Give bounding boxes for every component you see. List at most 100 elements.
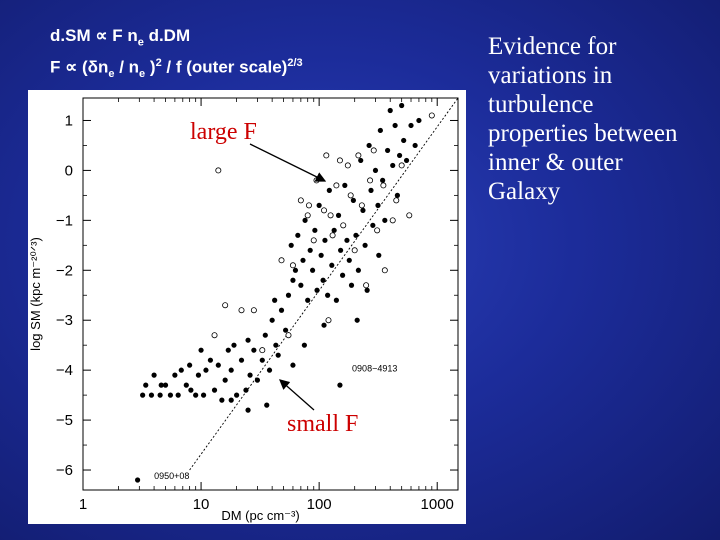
data-point-filled [318, 252, 324, 258]
data-point-filled [312, 227, 318, 233]
data-point-filled [264, 402, 270, 408]
data-point-filled [412, 142, 418, 149]
data-point-open [351, 247, 358, 254]
data-point-open [398, 162, 405, 169]
large-f-arrow [249, 143, 327, 182]
data-point-filled [254, 377, 261, 383]
data-point-filled [362, 242, 368, 248]
data-point-open [215, 167, 222, 174]
data-point-filled [342, 182, 348, 188]
data-point-filled [399, 102, 405, 109]
data-point-filled [376, 252, 382, 258]
data-point-filled [337, 382, 343, 388]
data-point-filled [370, 222, 376, 228]
data-point-open [313, 177, 320, 184]
data-point-filled [331, 227, 337, 233]
data-point-filled [339, 272, 346, 278]
data-point-filled [355, 267, 361, 273]
data-point-open [250, 307, 257, 314]
data-point-filled [245, 337, 251, 343]
y-tick-label: −5 [56, 412, 73, 429]
side-caption-line: turbulence [488, 91, 594, 118]
data-point-filled [326, 187, 332, 193]
data-point-filled [151, 372, 157, 378]
data-point-filled [188, 387, 194, 393]
data-point-filled [178, 367, 184, 373]
data-point-filled [157, 392, 163, 398]
data-point-open [289, 262, 296, 269]
data-point-filled [222, 377, 228, 383]
data-point-filled [353, 232, 359, 238]
x-tick-label: 1000 [421, 496, 454, 513]
data-point-open [259, 347, 266, 354]
data-point-filled [172, 372, 178, 378]
data-point-filled [375, 202, 381, 208]
data-point-open [336, 157, 343, 164]
x-axis-label: DM (pc cm⁻³) [221, 508, 299, 523]
data-point-filled [329, 262, 335, 268]
data-point-open [344, 162, 351, 169]
data-point-filled [269, 317, 275, 323]
data-point-open [297, 197, 304, 204]
data-point-open [374, 227, 381, 234]
data-point-filled [387, 107, 393, 114]
data-point-open [310, 237, 317, 244]
data-point-open [363, 282, 370, 289]
data-point-filled [368, 187, 374, 193]
side-caption: Evidence for variations in turbulence pr… [488, 32, 713, 206]
data-point-filled [203, 367, 209, 373]
data-point-filled [300, 257, 306, 263]
data-point-filled [175, 392, 181, 398]
y-tick-label: −2 [56, 262, 73, 279]
data-point-filled [275, 352, 281, 358]
data-point-filled [198, 347, 204, 353]
data-point-filled [234, 392, 240, 398]
data-point-filled [346, 257, 352, 263]
data-point-filled [292, 267, 299, 273]
y-tick-label: −1 [56, 212, 73, 229]
y-axis-label: log SM (kpc m⁻²⁰ᐟ³) [28, 237, 43, 351]
data-point-open [327, 212, 334, 219]
data-point-filled [228, 367, 234, 373]
data-point-filled [211, 387, 218, 393]
data-point-filled [394, 192, 400, 198]
data-point-filled [167, 392, 174, 398]
data-point-filled [158, 382, 164, 388]
plot-frame [82, 97, 459, 491]
data-point-filled [325, 292, 331, 298]
data-point-open [347, 192, 354, 199]
data-point-filled [295, 232, 301, 238]
data-point-open [278, 257, 285, 264]
data-point-open [333, 182, 340, 189]
data-point-filled [251, 347, 257, 353]
data-point-filled [245, 407, 251, 413]
x-tick-label: 100 [307, 496, 332, 513]
data-point-filled [285, 292, 292, 298]
side-caption-line: Galaxy [488, 178, 561, 205]
data-point-filled [408, 122, 414, 129]
data-point-filled [200, 392, 207, 398]
data-point-filled [390, 162, 396, 169]
pulsar-label-0908: 0908−4913 [352, 364, 397, 374]
data-point-filled [273, 342, 279, 348]
data-point-open [389, 217, 396, 224]
formula-line-2: F ∝ (δne / ne )2 / f (outer scale)2/3 [50, 57, 303, 81]
data-point-filled [225, 347, 231, 353]
data-point-filled [350, 197, 356, 203]
data-point-open [367, 177, 374, 184]
data-point-open [285, 332, 292, 339]
scatter-plot-panel: 1 10 100 1000 1 0 −1 −2 −3 −4 −5 −6 DM (pc cm⁻³) log … [28, 90, 466, 524]
data-point-open [211, 332, 218, 339]
data-point-filled [344, 237, 350, 243]
fit-line [189, 97, 459, 471]
data-point-filled [320, 277, 326, 283]
data-point-filled [143, 382, 149, 388]
data-point-filled [392, 122, 398, 129]
data-point-filled [238, 357, 245, 363]
data-point-filled [314, 287, 320, 293]
data-point-filled [322, 237, 328, 243]
data-point-filled [335, 212, 342, 218]
x-tick-label: 10 [193, 496, 210, 513]
data-point-filled [366, 142, 372, 149]
data-point-open [222, 302, 229, 309]
